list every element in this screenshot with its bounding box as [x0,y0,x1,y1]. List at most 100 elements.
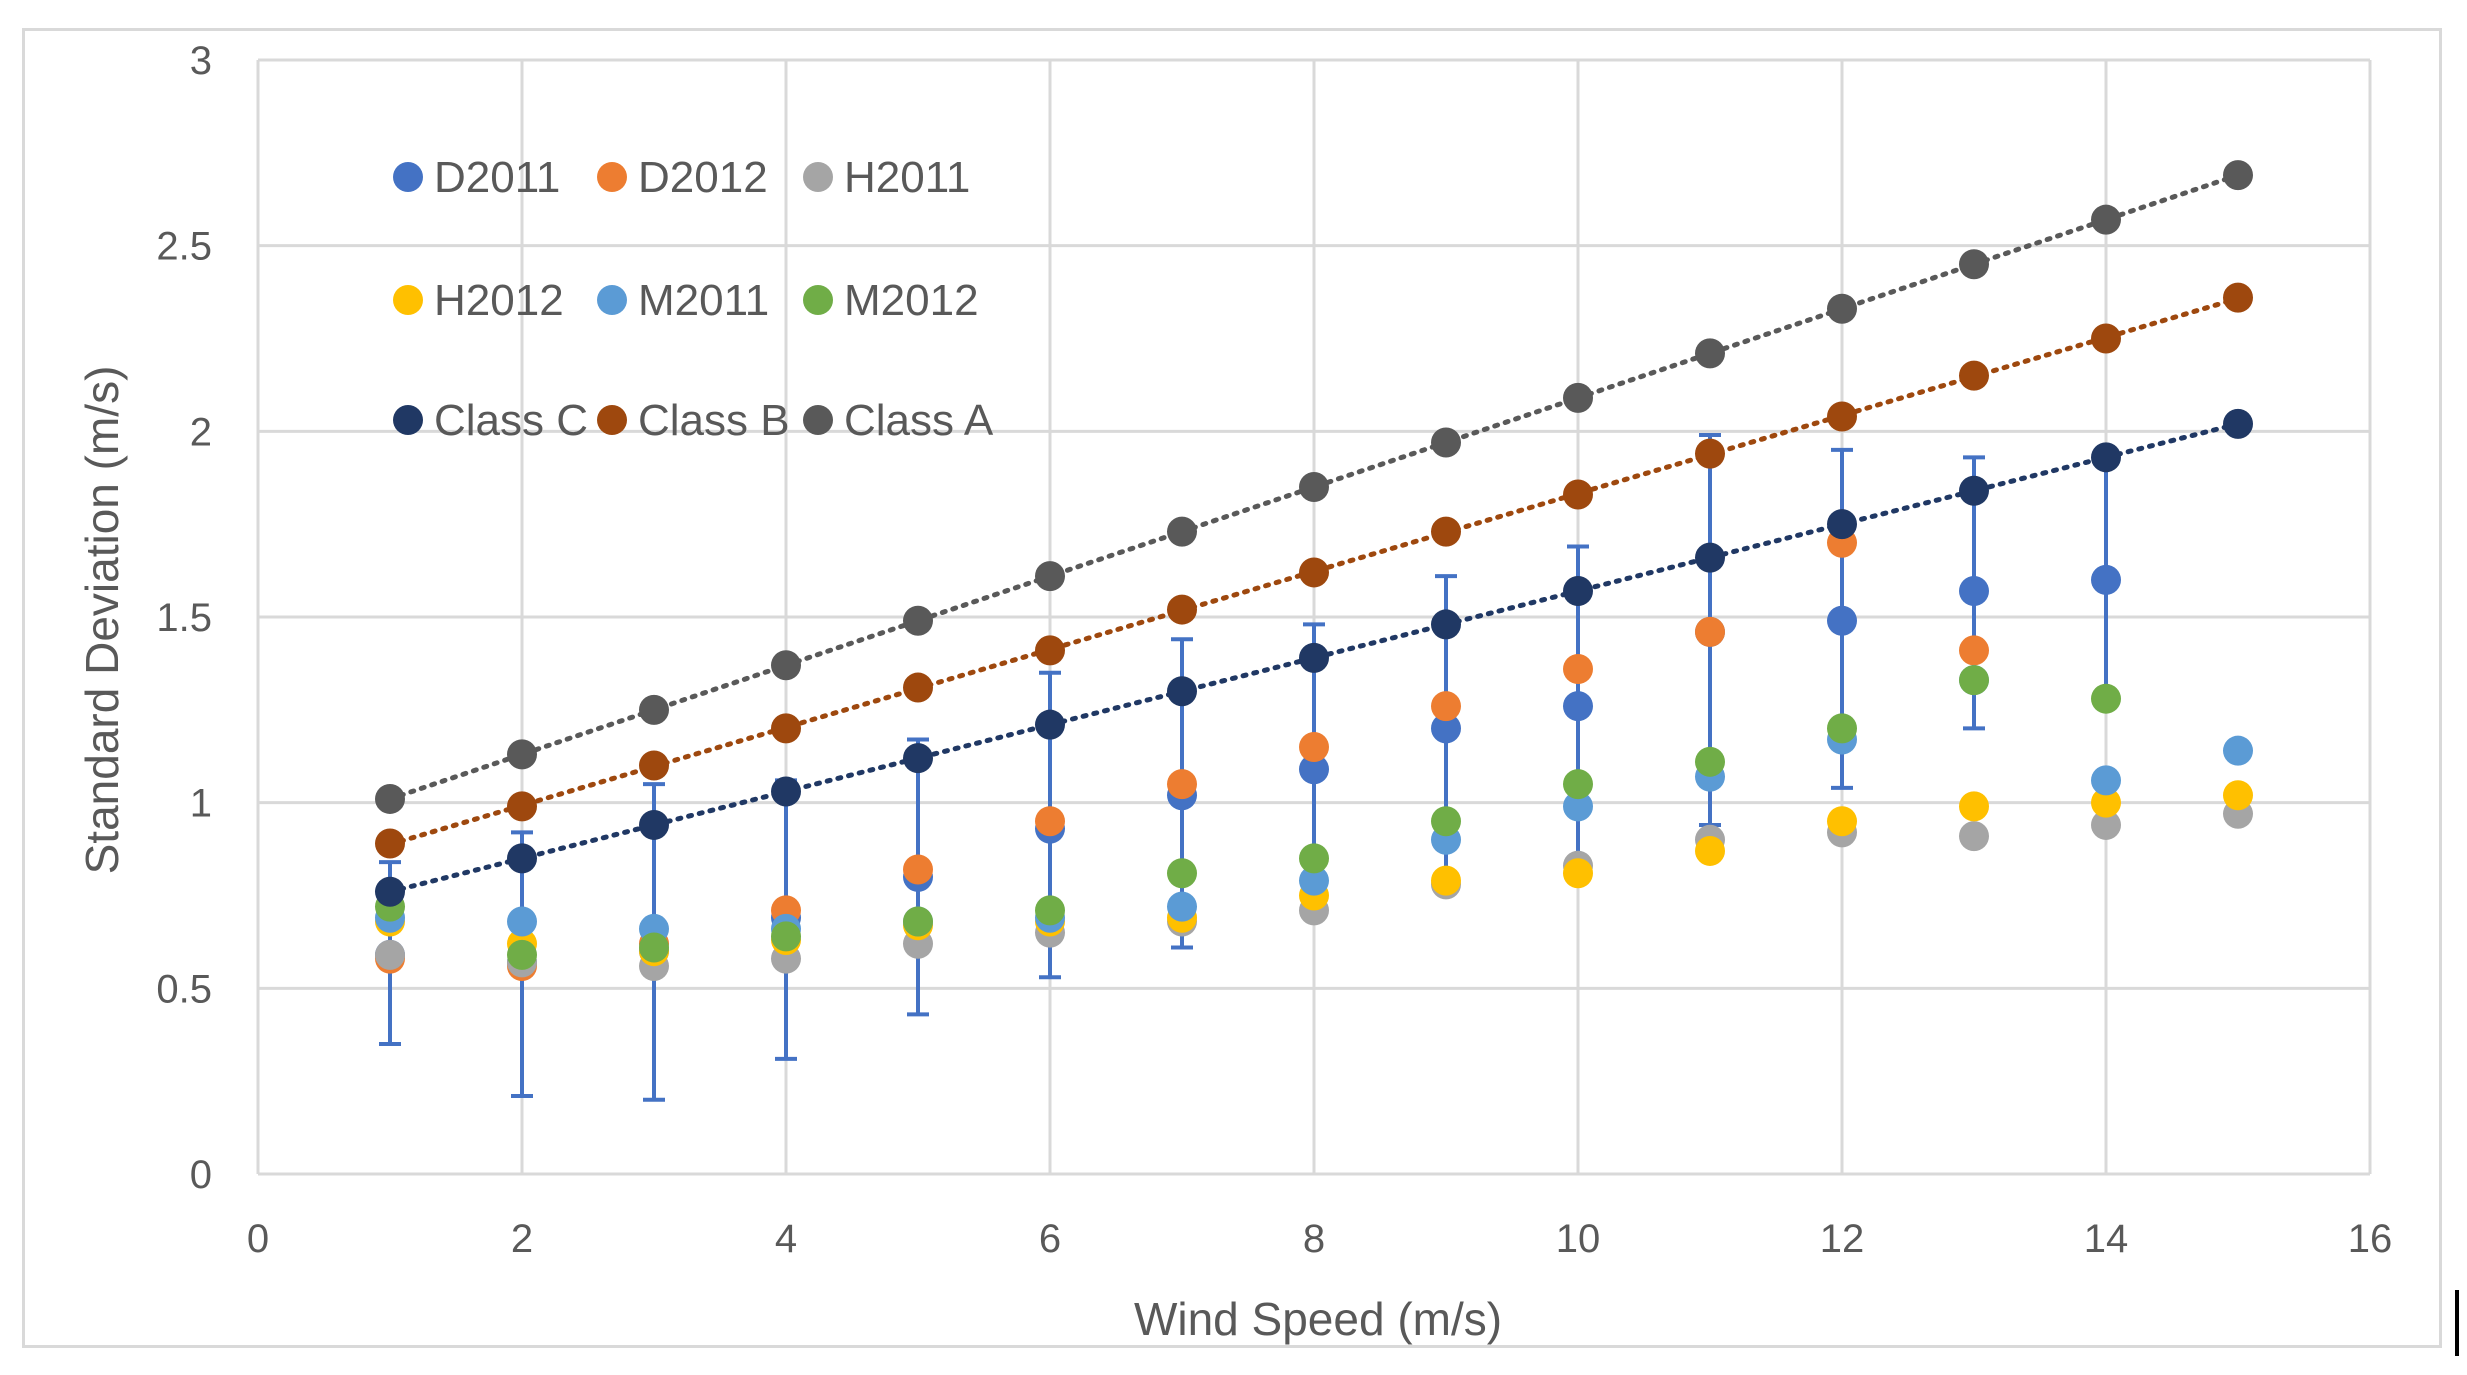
text-cursor [2455,1290,2459,1356]
legend-marker [803,162,833,192]
x-axis-title: Wind Speed (m/s) [1134,1293,1502,1345]
point-h2012 [1959,791,1989,822]
point-h2011 [2091,809,2121,840]
point-h2012 [2223,780,2253,811]
point-class-c [639,809,669,840]
point-m2012 [639,932,669,963]
legend-marker [393,285,423,315]
point-class-c [1959,475,1989,506]
legend-label: D2012 [638,153,768,202]
legend: D2011 D2012 H2011 H2012 M2011 M2012 Class C Cla… [393,153,994,445]
point-class-b [1563,479,1593,510]
x-tick-label: 0 [247,1217,269,1261]
point-m2011 [1299,865,1329,896]
legend-marker [597,285,627,315]
trendline-class-c [387,421,2241,895]
legend-marker [393,162,423,192]
point-class-a [1959,249,1989,280]
legend-label: H2012 [434,276,564,325]
point-m2011 [1563,791,1593,822]
legend-marker [597,162,627,192]
y-axis-ticks: 0 0.5 1 1.5 2 2.5 3 [156,39,212,1197]
point-m2012 [903,906,933,937]
point-class-c [1167,676,1197,707]
point-h2011 [1959,821,1989,852]
point-class-a [1431,427,1461,458]
point-class-c [1299,642,1329,673]
point-d2011 [1959,576,1989,607]
y-tick-label: 3 [190,39,212,83]
point-class-b [1431,516,1461,547]
y-tick-label: 0.5 [156,967,212,1011]
point-d2011 [1563,691,1593,722]
point-class-a [2223,160,2253,191]
y-tick-label: 0 [190,1153,212,1197]
chart-frame [22,28,2442,1348]
point-class-b [1167,594,1197,625]
trendline-class-b [387,296,2241,847]
legend-marker [803,285,833,315]
point-d2012 [1299,731,1329,762]
point-class-a [1563,382,1593,413]
point-class-c [2223,408,2253,439]
point-class-a [1035,561,1065,592]
point-class-a [1167,516,1197,547]
point-d2012 [1035,806,1065,837]
point-m2012 [771,921,801,952]
point-d2012 [1431,691,1461,722]
point-m2012 [1431,806,1461,837]
point-class-a [1695,338,1725,369]
point-class-b [375,828,405,859]
point-d2011 [1827,605,1857,636]
point-class-c [1563,576,1593,607]
y-tick-label: 1 [190,782,212,826]
point-h2012 [1695,835,1725,866]
point-class-b [507,791,537,822]
point-d2011 [2091,564,2121,595]
point-d2012 [1959,635,1989,666]
point-class-b [1827,401,1857,432]
point-class-c [1827,509,1857,540]
point-class-a [1827,293,1857,324]
point-class-c [1035,709,1065,740]
x-axis-ticks: 0 2 4 6 8 10 12 14 16 [247,1217,2392,1261]
point-class-a [2091,204,2121,235]
point-m2011 [2223,735,2253,766]
point-m2011 [1167,891,1197,922]
point-m2012 [1959,665,1989,696]
point-class-a [1299,472,1329,503]
point-h2012 [1563,858,1593,889]
legend-label: Class A [844,396,994,445]
point-class-c [375,876,405,907]
gridlines [256,58,2372,1176]
point-class-a [375,783,405,814]
legend-label: M2011 [638,276,769,325]
point-h2011 [375,939,405,970]
data-points [375,160,2253,982]
point-m2012 [1827,713,1857,744]
trendlines [387,172,2241,895]
point-class-a [639,694,669,725]
legend-label: D2011 [434,153,560,202]
x-tick-label: 16 [2348,1217,2393,1261]
point-class-b [771,713,801,744]
point-class-c [507,843,537,874]
point-m2012 [1695,746,1725,777]
point-class-c [1695,542,1725,573]
point-class-c [1431,609,1461,640]
point-d2012 [1167,769,1197,800]
point-m2011 [507,906,537,937]
point-class-b [639,750,669,781]
legend-label: Class C [434,396,588,445]
point-class-c [771,776,801,807]
point-d2011 [1431,713,1461,744]
point-d2012 [903,854,933,885]
point-d2012 [1695,616,1725,647]
legend-label: Class B [638,396,790,445]
legend-marker [803,405,833,435]
x-tick-label: 4 [775,1217,797,1261]
point-m2012 [1563,769,1593,800]
point-class-b [1959,360,1989,391]
point-class-b [2223,282,2253,313]
